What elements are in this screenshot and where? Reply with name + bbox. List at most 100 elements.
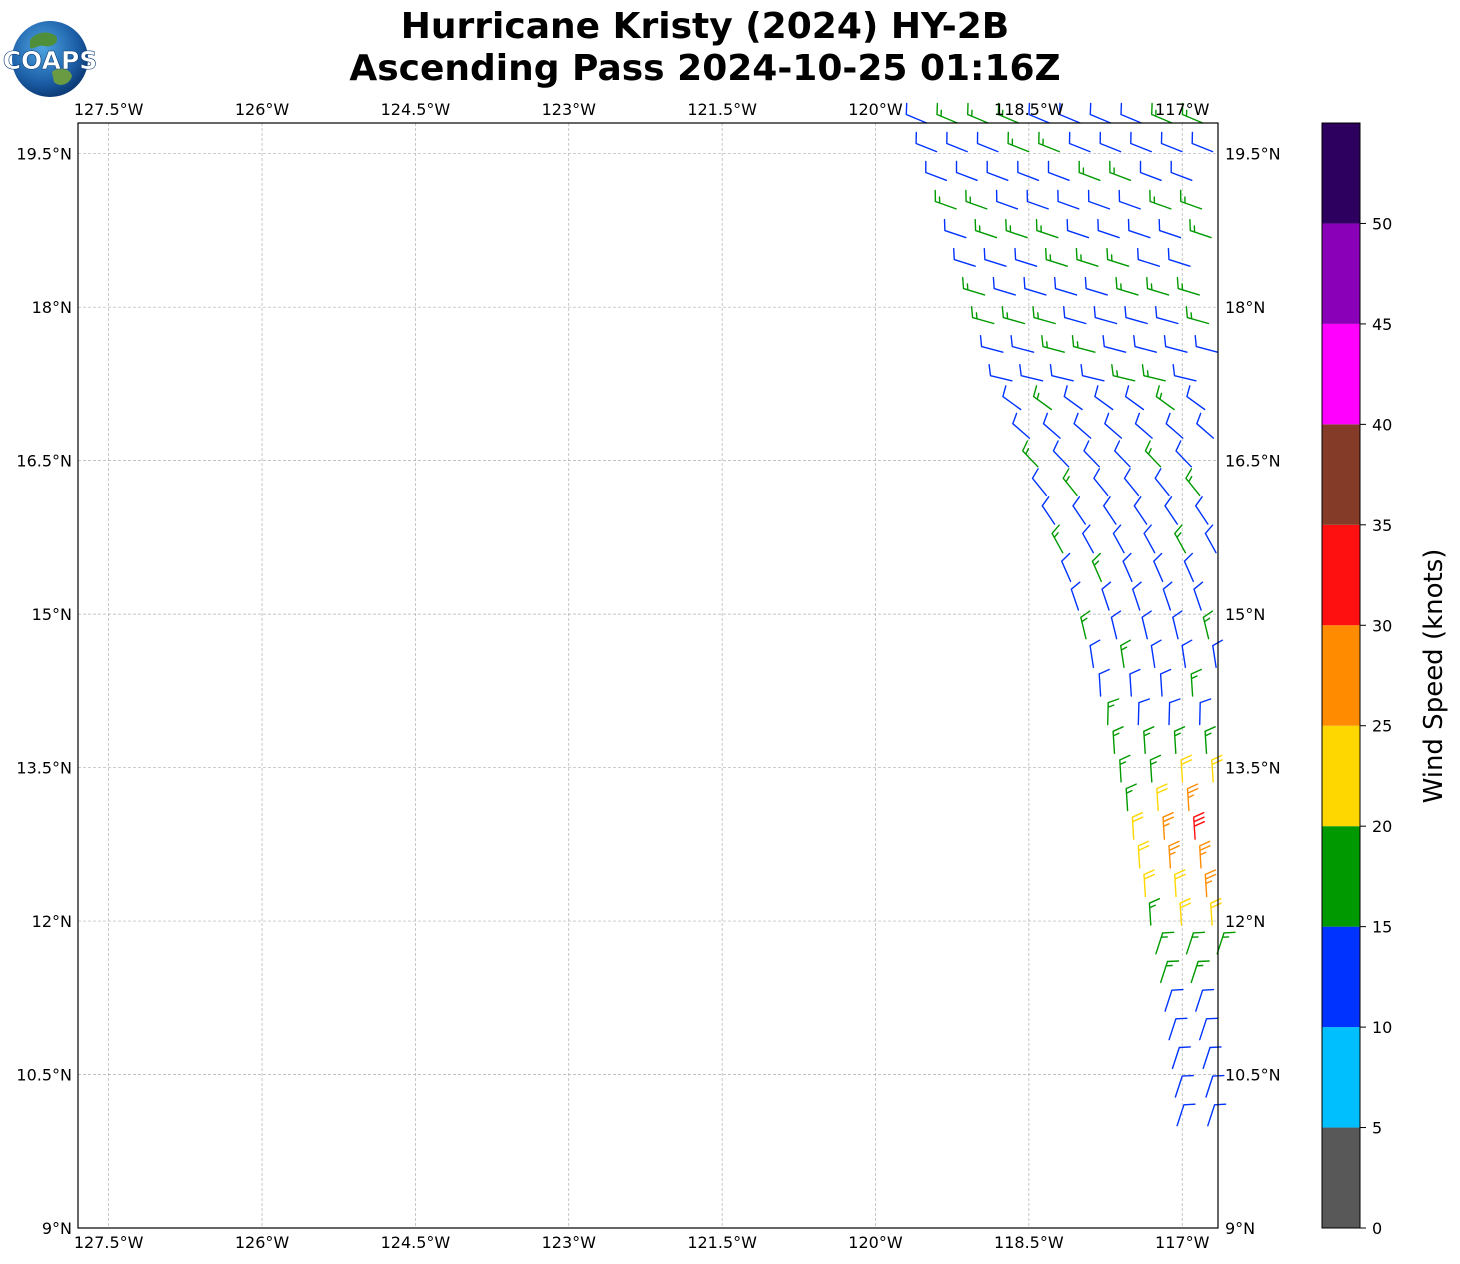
lon-tick-label-top: 126°W bbox=[235, 100, 290, 119]
wind-barb bbox=[1102, 335, 1127, 353]
wind-barb bbox=[1149, 189, 1172, 210]
wind-barb bbox=[1168, 840, 1180, 869]
wind-barb bbox=[1049, 364, 1074, 382]
wind-barb bbox=[1012, 412, 1031, 439]
wind-barb bbox=[1171, 1046, 1191, 1070]
wind-barb bbox=[1070, 581, 1081, 611]
wind-barb bbox=[1010, 335, 1035, 353]
wind-barb bbox=[1094, 385, 1114, 411]
wind-barb bbox=[1146, 276, 1170, 296]
colorbar-tick-label: 15 bbox=[1372, 918, 1392, 937]
wind-barb bbox=[1129, 668, 1141, 697]
wind-barb bbox=[1144, 440, 1162, 468]
wind-barb bbox=[974, 218, 998, 239]
wind-barb bbox=[1099, 131, 1122, 153]
wind-barb bbox=[1093, 306, 1118, 325]
wind-barb bbox=[1202, 1046, 1222, 1070]
wind-barb bbox=[1026, 189, 1049, 210]
wind-barb bbox=[1028, 102, 1050, 124]
wind-barb bbox=[905, 102, 928, 124]
wind-barb bbox=[1163, 335, 1188, 353]
wind-barb bbox=[1089, 102, 1112, 124]
wind-barb bbox=[955, 160, 978, 181]
colorbar-bin bbox=[1322, 424, 1360, 525]
wind-barb bbox=[1172, 364, 1197, 382]
wind-barb bbox=[1002, 385, 1022, 411]
lat-tick-label-left: 13.5°N bbox=[16, 759, 72, 778]
wind-barb bbox=[1207, 1103, 1227, 1127]
wind-barb bbox=[1078, 160, 1101, 181]
wind-barb bbox=[1109, 160, 1132, 181]
colorbar-tick-label: 50 bbox=[1372, 214, 1392, 233]
wind-speed-colorbar: 0 5 10 15 20 25 30 35 40 45 50 bbox=[1321, 122, 1392, 1238]
wind-barb bbox=[1005, 218, 1028, 239]
wind-barb bbox=[1080, 610, 1091, 640]
wind-barb bbox=[1185, 931, 1206, 955]
lat-tick-label-left: 15°N bbox=[32, 605, 72, 624]
wind-barb bbox=[1068, 131, 1091, 153]
wind-barb bbox=[1097, 218, 1120, 239]
wind-barb bbox=[1151, 102, 1173, 124]
wind-barb bbox=[1106, 247, 1130, 267]
wind-barb bbox=[1155, 931, 1175, 955]
colorbar-tick-label: 40 bbox=[1372, 415, 1392, 434]
wind-barb bbox=[1160, 131, 1183, 153]
wind-barb bbox=[1120, 639, 1131, 668]
wind-barb bbox=[1119, 754, 1131, 783]
wind-barb bbox=[1174, 524, 1187, 554]
wind-barb bbox=[988, 364, 1013, 382]
wind-barb bbox=[1104, 412, 1123, 439]
logo-text: COAPS bbox=[3, 46, 98, 75]
wind-barb bbox=[979, 335, 1004, 353]
wind-barb bbox=[986, 160, 1009, 181]
wind-barb bbox=[1075, 247, 1099, 267]
colorbar-bin bbox=[1322, 725, 1360, 827]
wind-barb bbox=[1110, 610, 1122, 640]
wind-barb bbox=[1189, 218, 1212, 239]
lat-tick-label-right: 15°N bbox=[1225, 605, 1265, 624]
lon-tick-label-bottom: 120°W bbox=[848, 1233, 903, 1252]
wind-barb bbox=[1143, 726, 1155, 754]
wind-barb bbox=[1122, 552, 1133, 583]
wind-barb bbox=[1087, 189, 1111, 210]
wind-barb bbox=[1164, 988, 1184, 1012]
wind-barb bbox=[1190, 960, 1210, 984]
wind-barb bbox=[1195, 496, 1209, 525]
colorbar-tick-label: 30 bbox=[1372, 616, 1392, 635]
wind-barb bbox=[1172, 610, 1183, 640]
map-axis-labels: 127.5°W 127.5°W 126°W 126°W 124.5°W 124.5°W 12… bbox=[16, 100, 1280, 1252]
wind-barb bbox=[1073, 412, 1092, 439]
wind-barb bbox=[1061, 552, 1072, 583]
colorbar-tick-label: 45 bbox=[1372, 315, 1392, 334]
lat-tick-label-left: 16.5°N bbox=[16, 452, 72, 471]
colorbar-tick-label: 0 bbox=[1372, 1219, 1382, 1238]
wind-barb bbox=[1181, 639, 1193, 668]
lat-tick-label-left: 18°N bbox=[32, 298, 72, 317]
lon-tick-label-top: 117°W bbox=[1155, 100, 1210, 119]
wind-barb bbox=[1153, 552, 1164, 583]
wind-barb bbox=[1174, 1074, 1194, 1098]
wind-barb bbox=[1155, 385, 1175, 411]
wind-barb bbox=[1103, 496, 1117, 525]
wind-barb bbox=[1059, 102, 1081, 124]
wind-barb bbox=[1022, 440, 1039, 468]
wind-barb bbox=[997, 102, 1020, 124]
lat-tick-label-right: 18°N bbox=[1225, 298, 1265, 317]
wind-barb bbox=[1137, 840, 1150, 869]
wind-barb bbox=[1176, 1103, 1196, 1127]
wind-barb bbox=[1175, 440, 1192, 468]
chart-title-line1: Hurricane Kristy (2024) HY-2B bbox=[400, 6, 1010, 47]
colorbar-frame bbox=[1321, 122, 1361, 1229]
wind-barb bbox=[983, 247, 1007, 267]
colorbar-label: Wind Speed (knots) bbox=[1419, 549, 1449, 804]
wind-barb bbox=[1162, 812, 1174, 840]
wind-barb bbox=[1202, 610, 1214, 640]
wind-barb bbox=[1019, 364, 1044, 382]
wind-barb bbox=[1211, 754, 1223, 783]
wind-barb bbox=[1017, 160, 1040, 181]
wind-barb bbox=[1107, 698, 1120, 726]
wind-barb bbox=[1041, 496, 1056, 525]
wind-barb bbox=[1154, 468, 1170, 497]
wind-barb bbox=[1179, 189, 1203, 210]
